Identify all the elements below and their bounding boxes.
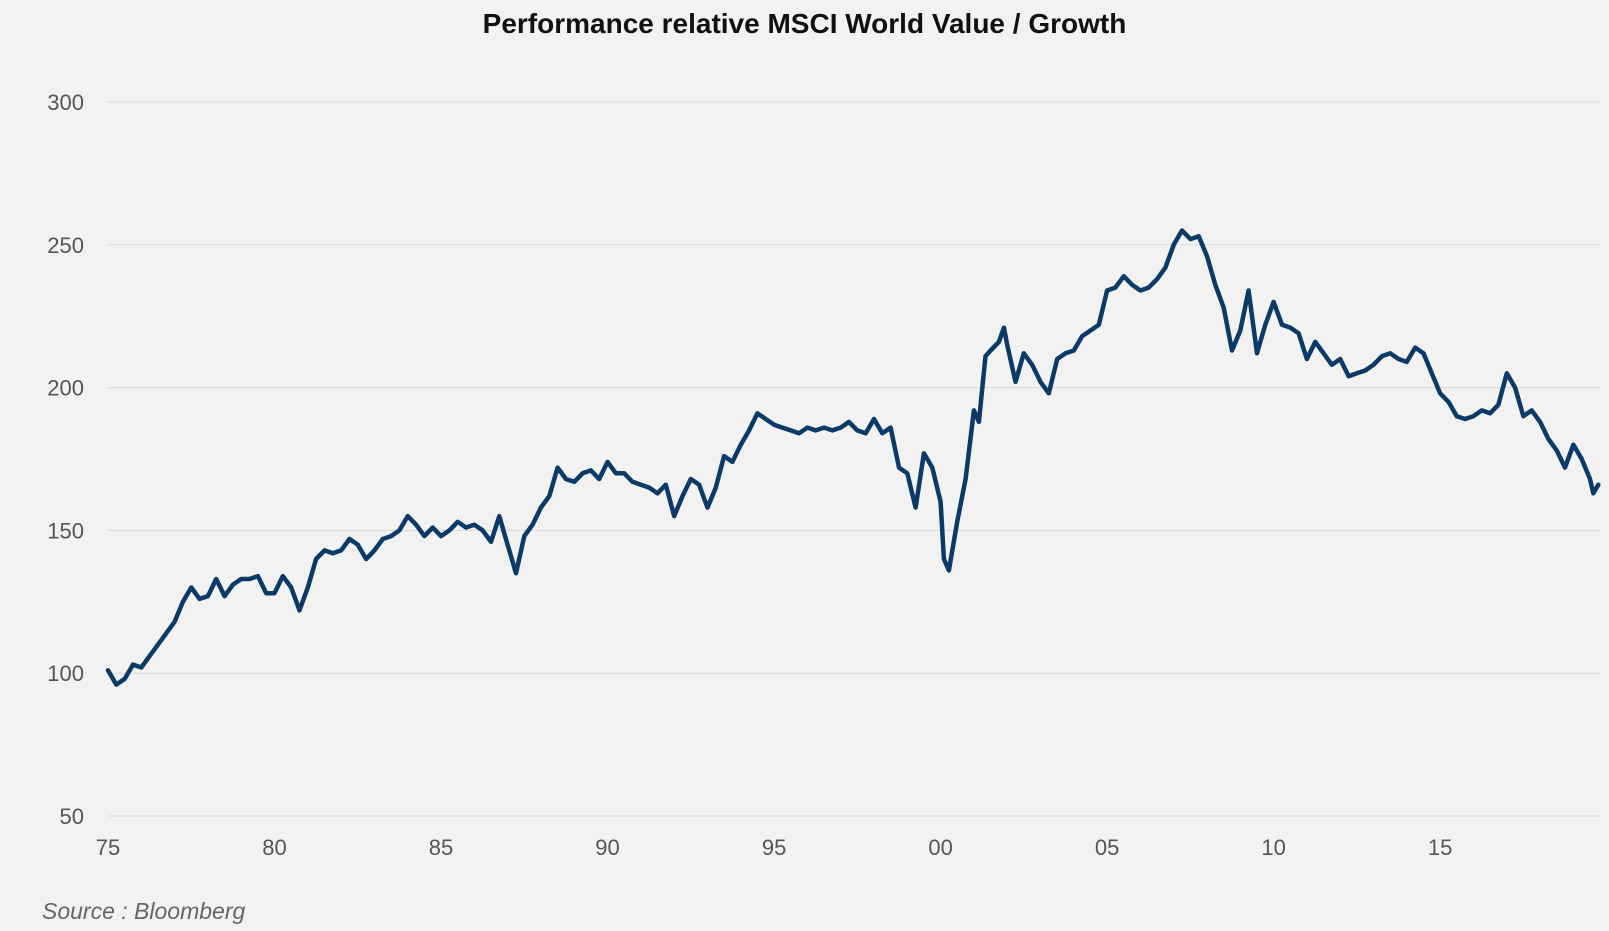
x-axis-tick-labels: 75 80 85 90 95 00 05 10 15 <box>96 835 1453 860</box>
x-tick-label: 05 <box>1095 835 1119 860</box>
x-tick-label: 95 <box>762 835 786 860</box>
grid-lines <box>108 101 1600 817</box>
y-tick-label: 250 <box>47 233 84 258</box>
y-tick-label: 50 <box>60 804 84 829</box>
y-tick-label: 100 <box>47 661 84 686</box>
x-tick-label: 15 <box>1428 835 1452 860</box>
chart-title: Performance relative MSCI World Value / … <box>482 8 1127 39</box>
series-line <box>105 228 1601 687</box>
x-tick-label: 85 <box>429 835 453 860</box>
y-axis-tick-labels: 300 250 200 150 100 50 <box>47 90 84 829</box>
y-tick-label: 200 <box>47 376 84 401</box>
y-tick-label: 150 <box>47 518 84 543</box>
x-tick-label: 00 <box>928 835 952 860</box>
x-tick-label: 10 <box>1261 835 1285 860</box>
x-tick-label: 90 <box>595 835 619 860</box>
x-tick-label: 75 <box>96 835 120 860</box>
y-tick-label: 300 <box>47 90 84 115</box>
source-note: Source : Bloomberg <box>42 898 246 924</box>
x-tick-label: 80 <box>262 835 286 860</box>
